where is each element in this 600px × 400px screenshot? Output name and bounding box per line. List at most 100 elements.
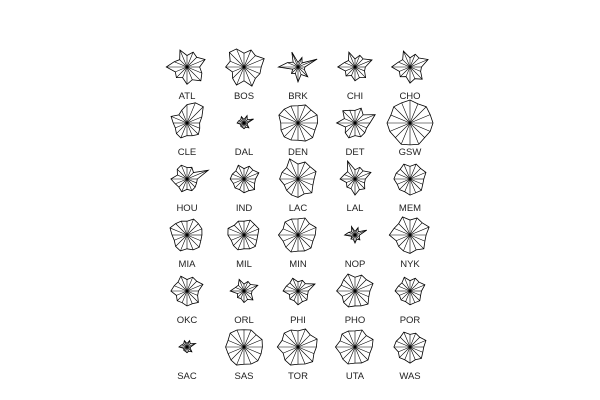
star-spoke (347, 346, 356, 365)
star-spoke (399, 178, 411, 190)
star-spoke (186, 277, 193, 292)
star-spoke (243, 346, 259, 362)
star-outline (386, 99, 434, 146)
star-spoke (174, 285, 188, 292)
star-spoke (297, 234, 313, 242)
star-glyph-tor (276, 328, 318, 366)
star-spoke (354, 167, 361, 180)
star-spoke (409, 234, 417, 250)
team-label-sas: SAS (234, 371, 253, 382)
star-glyph-brk (277, 51, 318, 84)
star-spoke (186, 167, 193, 180)
star-spoke (342, 110, 356, 124)
star-spoke (243, 166, 250, 180)
star-spoke (174, 234, 188, 241)
star-spoke (181, 178, 188, 192)
star-spoke (180, 122, 188, 138)
star-spoke (292, 61, 299, 68)
star-outline (334, 329, 374, 365)
star-spoke (186, 102, 196, 124)
star-spoke (405, 66, 411, 77)
star-spoke (175, 178, 188, 185)
star-spoke (399, 346, 411, 358)
star-spoke (340, 340, 356, 348)
star-spoke (346, 178, 356, 188)
star-outline (388, 216, 430, 254)
star-spoke (186, 290, 198, 296)
team-label-dal: DAL (235, 147, 253, 158)
star-spoke (287, 62, 299, 68)
star-glyph-cho (390, 50, 429, 84)
star-spoke (186, 106, 204, 124)
star-spoke (347, 273, 356, 292)
star-spoke (409, 281, 420, 292)
star-spoke (409, 337, 420, 348)
star-spoke (348, 60, 356, 68)
star-spoke (243, 346, 262, 355)
star-outline (277, 51, 318, 84)
team-label-brk: BRK (288, 91, 308, 102)
star-spoke (243, 290, 254, 301)
team-label-gsw: GSW (399, 147, 422, 158)
star-spoke (297, 57, 303, 68)
star-spoke (297, 234, 305, 252)
team-label-mia: MIA (179, 259, 197, 270)
star-spoke (169, 227, 188, 236)
star-spoke (243, 290, 248, 300)
star-spoke (285, 234, 299, 248)
team-label-nop: NOP (345, 259, 366, 270)
star-spoke (354, 339, 374, 348)
team-label-nyk: NYK (400, 259, 420, 270)
star-spoke (286, 178, 299, 191)
star-spoke (297, 290, 308, 301)
star-spoke (389, 122, 411, 132)
star-glyph-chi (336, 51, 373, 82)
star-spoke (342, 346, 356, 360)
star-outline (277, 217, 317, 253)
star-spoke (186, 66, 202, 74)
star-spoke (243, 234, 250, 249)
star-spoke (243, 178, 250, 191)
team-label-tor: TOR (288, 371, 308, 382)
star-glyph-dal (236, 114, 254, 130)
star-spoke (230, 346, 245, 361)
star-spoke (404, 178, 411, 192)
star-spoke (291, 66, 299, 74)
star-spoke (289, 290, 299, 300)
star-spoke (409, 340, 427, 348)
star-spoke (297, 334, 311, 348)
star-spoke (350, 234, 356, 240)
star-spoke (342, 290, 356, 297)
star-spoke (243, 224, 255, 236)
star-spoke (289, 158, 299, 180)
star-spoke (409, 59, 429, 68)
star-spoke (297, 178, 313, 186)
star-outline (339, 159, 372, 196)
star-spoke (354, 122, 367, 129)
star-spoke (179, 59, 188, 68)
star-spoke (286, 285, 299, 292)
star-spoke (409, 103, 419, 124)
star-spoke (289, 282, 299, 292)
star-spoke (186, 57, 197, 68)
star-glyph-uta (334, 329, 374, 365)
star-spoke (186, 234, 200, 248)
star-spoke (409, 234, 425, 242)
star-spoke (297, 346, 313, 362)
star-spoke (233, 234, 245, 246)
star-spoke (297, 104, 306, 124)
star-spoke (341, 333, 356, 348)
star-spoke (409, 114, 431, 124)
star-spoke (297, 62, 303, 68)
star-spoke (236, 66, 245, 86)
star-spoke (243, 281, 249, 292)
star-spoke (186, 66, 202, 82)
star-spoke (227, 340, 245, 348)
star-spoke (396, 234, 411, 241)
star-glyph-hou (170, 164, 210, 193)
star-spoke (354, 234, 360, 238)
star-spoke (397, 178, 411, 185)
star-glyph-lac (279, 158, 317, 198)
star-spoke (186, 178, 196, 188)
star-spoke (297, 66, 302, 75)
